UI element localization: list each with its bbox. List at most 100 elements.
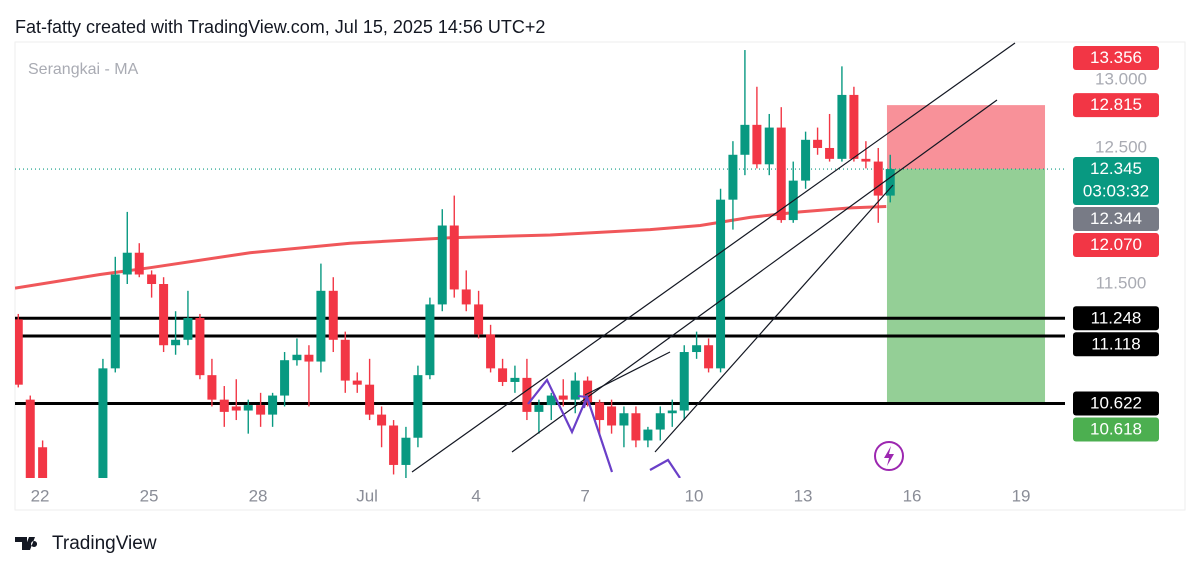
price-label-box [1073,417,1159,442]
candle-body [352,380,362,385]
price-label-box [1073,46,1159,70]
candle-body [813,139,823,148]
x-tick-label: 28 [249,486,268,505]
y-tick-label: 11.500 [1096,273,1147,292]
x-tick-label: 16 [903,486,922,505]
candle-body [546,395,556,406]
candle-body [776,127,786,221]
candle-body [268,395,278,415]
candle-body [25,399,35,478]
x-tick-label: Jul [356,486,378,505]
price-label-box [1073,332,1159,357]
logo: TradingView [15,533,157,554]
candle-body [449,225,459,290]
price-label-box [1073,233,1159,258]
candle-body [825,147,835,159]
alert-icon[interactable] [874,441,904,471]
candle-body [231,406,241,411]
candle-body [607,406,617,426]
x-tick-label: 13 [794,486,813,505]
candle-body [885,169,895,196]
price-label: 11.118 [1091,334,1140,353]
candle-body [679,352,689,411]
stop-zone [886,105,1046,170]
x-tick-label: 25 [140,486,159,505]
candle-body [704,345,714,369]
price-label-box [1073,93,1159,118]
candle-body [316,290,326,362]
candle-body [15,319,23,385]
candle-body [692,345,702,353]
candle-body [461,289,471,305]
candle-body [534,405,544,412]
price-label: 12.070 [1090,235,1142,254]
countdown-label: 03:03:32 [1083,182,1149,201]
candle-body [292,354,302,361]
logo-mark [15,537,38,550]
candle-body [207,375,217,400]
x-tick-label: 19 [1012,486,1031,505]
candle-body [183,318,193,340]
price-label-box [1073,306,1159,331]
candle-body [413,375,423,438]
alert-bolt[interactable] [884,446,894,466]
candle-body [498,368,508,382]
candle-body [328,290,338,340]
candle-body [304,354,314,362]
candle-body [861,158,871,162]
candle-body [837,94,847,159]
axis-layer: 22 25 28 Jul 4 7 10 13 16 19 13.000 12.500 11.500 13.… [31,46,1159,505]
candle-body [401,437,411,465]
candle-body [425,304,435,376]
candle-body [110,274,120,369]
drawings [411,42,1016,478]
ma-layer [15,204,887,290]
price-label-box [1073,391,1159,416]
price-label: 10.618 [1090,419,1142,438]
trend-line [411,42,1016,473]
candle-body [195,318,205,376]
candle-body [256,405,266,415]
y-tick-label: 13.000 [1095,69,1147,88]
candle-body [486,334,496,369]
candle-body [474,304,484,335]
candle-body [522,377,532,412]
watermark-title: Serangkai - MA [28,61,139,78]
candle-body [619,413,629,426]
candle-body [147,274,157,285]
header: Fat-fatty created with TradingView.com, … [15,17,545,37]
candle-body [122,252,132,275]
trend-line [511,99,998,453]
candle-body [740,124,750,155]
candle-body [377,414,387,426]
trend-line [584,351,671,396]
x-tick-label: 10 [685,486,704,505]
price-label-box [1073,207,1159,232]
candle-body [243,405,253,411]
candle-body [98,368,108,478]
candle-body [631,413,641,441]
candle-body [728,154,738,200]
candle-body [752,124,762,165]
candle-body [219,399,229,412]
candle-body [159,284,169,346]
candle-body [134,252,144,275]
price-label: 13.356 [1090,48,1142,67]
candle-body [595,402,605,421]
footer-brand: TradingView [52,533,157,554]
position-layer [886,105,1046,404]
candle-body [849,94,859,159]
y-tick-label: 12.500 [1095,137,1147,156]
candle-body [50,495,59,509]
candle-body [801,139,811,181]
candle-body [667,410,677,414]
price-label: 12.344 [1090,209,1142,228]
price-label: 10.622 [1090,393,1142,412]
chart-frame [14,41,1186,511]
candle-body [437,225,447,305]
candles-layer [15,50,895,509]
price-label: 12.815 [1090,95,1142,114]
x-tick-label: 7 [580,486,589,505]
